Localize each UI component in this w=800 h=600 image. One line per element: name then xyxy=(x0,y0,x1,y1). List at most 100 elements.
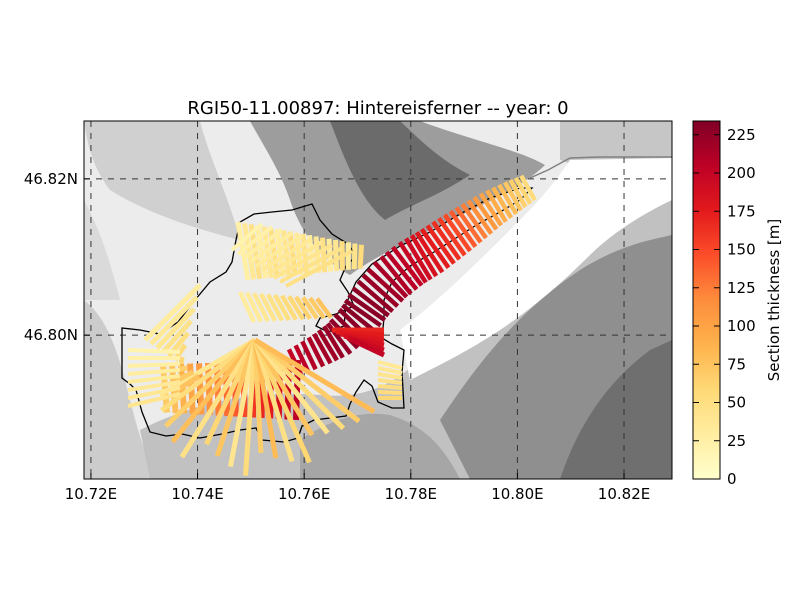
section-line xyxy=(384,250,419,291)
section-line xyxy=(127,380,181,392)
colorbar-tick-label: 225 xyxy=(727,126,756,144)
x-tick-label: 10.72E xyxy=(65,485,117,503)
section-line xyxy=(414,231,445,274)
section-line xyxy=(325,322,353,355)
colorbar-tick-label: 150 xyxy=(727,241,756,259)
colorbar-tick-label: 175 xyxy=(727,202,756,220)
section-line xyxy=(254,234,304,268)
x-tick-label: 10.78E xyxy=(385,485,437,503)
section-line xyxy=(127,348,181,354)
section-line xyxy=(308,296,326,320)
section-line xyxy=(243,339,258,476)
section-line xyxy=(252,338,312,464)
section-line xyxy=(266,293,284,322)
section-line xyxy=(236,225,274,256)
section-line xyxy=(273,243,333,280)
section-line xyxy=(519,174,537,202)
x-tick-label: 10.82E xyxy=(598,485,650,503)
section-line xyxy=(322,325,345,359)
section-line xyxy=(252,339,295,463)
section-line xyxy=(143,283,202,342)
colorbar-gradient xyxy=(692,120,721,480)
section-line xyxy=(497,183,519,216)
section-line xyxy=(485,189,508,223)
section-line xyxy=(301,296,319,320)
section-line xyxy=(260,237,314,272)
section-line xyxy=(351,286,390,318)
section-line xyxy=(179,338,258,459)
section-line xyxy=(508,178,528,209)
section-line xyxy=(448,209,478,248)
section-line xyxy=(350,337,386,358)
section-line xyxy=(178,365,188,372)
section-line xyxy=(425,224,456,265)
x-tick-label: 10.76E xyxy=(278,485,330,503)
section-line xyxy=(237,291,257,323)
section-line xyxy=(315,297,333,319)
section-line xyxy=(178,356,185,365)
section-line xyxy=(127,362,181,368)
section-line xyxy=(273,293,291,322)
section-line xyxy=(253,338,361,424)
section-line xyxy=(351,243,358,270)
section-line xyxy=(472,195,499,231)
section-line xyxy=(404,237,433,281)
section-line xyxy=(248,231,294,264)
section-line xyxy=(379,255,413,296)
section-line xyxy=(419,227,451,269)
y-tick-label: 46.82N xyxy=(24,170,78,188)
section-line xyxy=(454,206,483,244)
map-panel xyxy=(83,120,673,480)
section-line xyxy=(161,319,193,354)
x-tick-label: 10.74E xyxy=(171,485,223,503)
colorbar-tick-label: 0 xyxy=(727,470,737,488)
section-line xyxy=(347,292,387,322)
section-line xyxy=(127,392,181,408)
section-line xyxy=(205,362,213,416)
section-line xyxy=(377,372,403,380)
section-line xyxy=(244,291,264,323)
section-line xyxy=(155,307,196,350)
section-line xyxy=(293,344,311,373)
section-line xyxy=(149,295,199,346)
section-line xyxy=(391,245,424,287)
section-line xyxy=(478,192,504,227)
section-line xyxy=(503,181,523,212)
section-line xyxy=(377,360,403,370)
section-line xyxy=(377,366,403,375)
section-line xyxy=(287,295,305,321)
section-line xyxy=(409,234,439,278)
section-line xyxy=(361,273,400,308)
section-line xyxy=(253,337,376,414)
section-line xyxy=(377,378,403,385)
section-line xyxy=(242,228,284,260)
section-line xyxy=(377,390,403,395)
colorbar-label: Section thickness [m] xyxy=(765,219,783,381)
section-line xyxy=(377,384,403,390)
section-line xyxy=(127,386,181,400)
colorbar-tick-label: 25 xyxy=(727,432,746,450)
section-line xyxy=(266,240,324,276)
section-line xyxy=(164,338,257,428)
section-line xyxy=(357,244,364,269)
section-line xyxy=(437,216,467,257)
colorbar-ticks: 0 25 50 75 100 125 150 175 200 225 xyxy=(693,126,756,488)
section-line xyxy=(372,260,409,299)
section-line xyxy=(174,369,195,384)
section-line xyxy=(285,249,353,288)
section-line xyxy=(259,292,277,322)
section-line xyxy=(253,338,346,431)
section-line xyxy=(491,186,514,219)
section-line xyxy=(306,336,326,368)
section-line xyxy=(127,374,181,384)
section-line xyxy=(513,176,533,205)
section-line xyxy=(466,199,494,235)
section-line xyxy=(397,240,428,284)
section-line xyxy=(460,202,488,240)
section-line xyxy=(312,332,333,365)
x-axis-ticks: 10.72E 10.74E 10.76E 10.78E 10.80E 10.82E xyxy=(65,473,650,503)
y-axis-ticks: 46.80N 46.82N xyxy=(24,170,90,344)
section-line xyxy=(341,303,377,334)
section-line xyxy=(431,220,462,261)
section-line xyxy=(251,292,271,323)
